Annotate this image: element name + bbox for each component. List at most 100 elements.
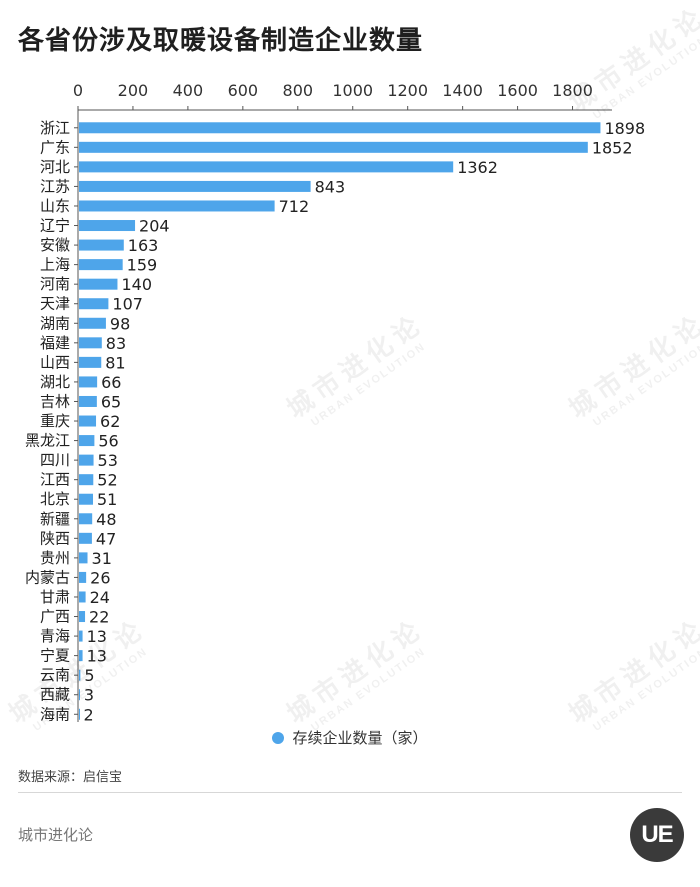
data-label: 31 bbox=[92, 549, 112, 568]
bar bbox=[79, 513, 93, 525]
x-tick-label: 1200 bbox=[387, 81, 428, 100]
bar bbox=[79, 356, 102, 368]
bar bbox=[79, 435, 95, 447]
category-label: 黑龙江 bbox=[25, 432, 70, 450]
category-label: 安徽 bbox=[40, 236, 70, 254]
category-label: 四川 bbox=[40, 451, 70, 469]
brand-logo: UE bbox=[630, 808, 684, 862]
bar bbox=[79, 298, 109, 310]
bar bbox=[79, 161, 454, 173]
bar bbox=[79, 122, 601, 134]
chart-title: 各省份涉及取暖设备制造企业数量 bbox=[18, 26, 424, 56]
data-label: 843 bbox=[315, 177, 346, 196]
data-label: 107 bbox=[112, 295, 143, 314]
x-tick-label: 400 bbox=[173, 81, 204, 100]
bar bbox=[79, 376, 98, 388]
data-label: 5 bbox=[84, 666, 94, 685]
data-label: 1362 bbox=[457, 158, 498, 177]
data-label: 48 bbox=[96, 510, 116, 529]
bar bbox=[79, 317, 106, 329]
category-label: 甘肃 bbox=[40, 588, 70, 606]
category-label: 江苏 bbox=[40, 177, 70, 195]
category-label: 广东 bbox=[40, 138, 70, 156]
bar bbox=[79, 611, 86, 623]
category-label: 上海 bbox=[40, 256, 70, 274]
bar bbox=[79, 278, 118, 290]
bar bbox=[79, 552, 88, 564]
data-label: 712 bbox=[279, 197, 310, 216]
legend-label: 存续企业数量（家） bbox=[292, 729, 428, 747]
data-label: 13 bbox=[87, 647, 107, 666]
x-tick-label: 800 bbox=[283, 81, 314, 100]
data-label: 83 bbox=[106, 334, 126, 353]
data-label: 2 bbox=[84, 705, 94, 722]
data-label: 163 bbox=[128, 236, 159, 255]
data-label: 56 bbox=[98, 432, 118, 451]
bar bbox=[79, 708, 80, 720]
category-label: 西藏 bbox=[40, 686, 70, 704]
bar bbox=[79, 669, 81, 681]
category-label: 福建 bbox=[40, 334, 70, 352]
bar bbox=[79, 141, 588, 153]
data-label: 52 bbox=[97, 471, 117, 490]
category-label: 青海 bbox=[40, 627, 70, 645]
category-label: 云南 bbox=[40, 666, 70, 684]
data-label: 3 bbox=[84, 686, 94, 705]
category-label: 河南 bbox=[40, 275, 70, 293]
data-label: 98 bbox=[110, 314, 130, 333]
category-label: 陕西 bbox=[40, 529, 70, 547]
data-label: 140 bbox=[121, 275, 152, 294]
data-label: 24 bbox=[90, 588, 110, 607]
category-label: 江西 bbox=[40, 471, 70, 489]
bar bbox=[79, 454, 94, 466]
legend: 存续企业数量（家） bbox=[0, 727, 700, 748]
bar bbox=[79, 571, 87, 583]
bar bbox=[79, 200, 275, 212]
category-label: 浙江 bbox=[40, 119, 70, 137]
data-label: 62 bbox=[100, 412, 120, 431]
category-label: 宁夏 bbox=[40, 647, 70, 665]
bar bbox=[79, 239, 124, 251]
bar bbox=[79, 180, 311, 192]
data-label: 47 bbox=[96, 529, 116, 548]
category-label: 湖南 bbox=[40, 314, 70, 332]
data-label: 1898 bbox=[604, 119, 645, 138]
data-label: 22 bbox=[89, 608, 109, 627]
footer-divider bbox=[18, 792, 682, 793]
data-label: 66 bbox=[101, 373, 121, 392]
bar bbox=[79, 395, 97, 407]
x-tick-label: 200 bbox=[118, 81, 149, 100]
category-label: 天津 bbox=[40, 295, 70, 313]
category-label: 广西 bbox=[40, 608, 70, 626]
bar bbox=[79, 259, 123, 271]
bar bbox=[79, 630, 83, 642]
data-label: 26 bbox=[90, 568, 110, 587]
data-label: 81 bbox=[105, 353, 125, 372]
bar bbox=[79, 689, 80, 701]
x-tick-label: 600 bbox=[228, 81, 259, 100]
bar bbox=[79, 415, 97, 427]
brand-name: 城市进化论 bbox=[18, 826, 94, 844]
category-label: 重庆 bbox=[40, 412, 70, 430]
category-label: 山西 bbox=[40, 353, 70, 371]
x-tick-label: 0 bbox=[73, 81, 83, 100]
bar bbox=[79, 650, 83, 662]
data-label: 13 bbox=[87, 627, 107, 646]
bar bbox=[79, 220, 136, 232]
bar bbox=[79, 493, 94, 505]
data-source: 数据来源：启信宝 bbox=[18, 770, 123, 785]
category-label: 海南 bbox=[40, 705, 70, 722]
data-label: 1852 bbox=[592, 138, 633, 157]
category-label: 吉林 bbox=[40, 392, 70, 410]
category-label: 北京 bbox=[40, 490, 70, 508]
bar bbox=[79, 474, 94, 486]
category-label: 河北 bbox=[40, 158, 70, 176]
data-label: 65 bbox=[101, 392, 121, 411]
bar-chart: 0 200 400 600 800 1000 1200 1400 1600 1800 浙江 1898 广… bbox=[25, 81, 645, 722]
x-tick-label: 1400 bbox=[442, 81, 483, 100]
data-label: 159 bbox=[127, 256, 158, 275]
bar bbox=[79, 337, 102, 349]
data-label: 51 bbox=[97, 490, 117, 509]
category-label: 辽宁 bbox=[40, 217, 70, 235]
x-tick-label: 1000 bbox=[332, 81, 373, 100]
